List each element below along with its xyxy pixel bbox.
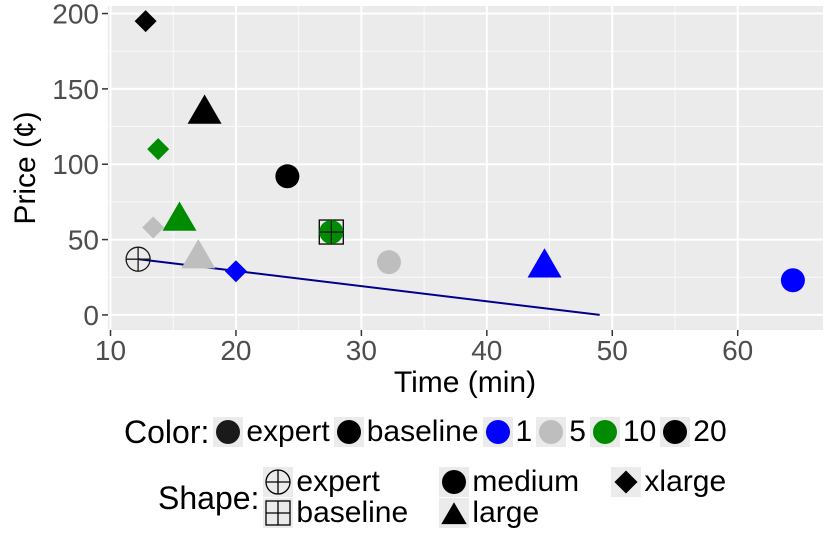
point-baseline-overlay [319, 220, 344, 245]
color-legend-label: 20 [693, 415, 727, 448]
point-5-large [181, 239, 216, 269]
shape-expert-icon [265, 468, 292, 495]
shape-legend-label: medium [472, 464, 580, 498]
x-tick-label: 20 [220, 335, 251, 366]
point-10-large [162, 201, 197, 231]
tick-labels: 10 20 30 40 50 60 0 50 100 150 200 [52, 0, 753, 366]
color-legend-label: 10 [622, 415, 657, 448]
color-swatch-icon [592, 420, 617, 444]
data-points [125, 10, 805, 293]
color-legend-key [482, 417, 513, 447]
point-20-medium [275, 164, 300, 189]
point-10-xlarge [147, 138, 170, 161]
trend-line-segment [137, 258, 600, 316]
color-legend: Color: expert baseline 1 5 10 20 [124, 412, 731, 452]
shape-legend-key [611, 466, 642, 497]
point-5-medium [376, 250, 401, 275]
color-legend-label: expert [246, 415, 330, 448]
shape-medium-icon [442, 469, 467, 494]
color-swatch-icon [216, 420, 241, 444]
shape-legend-label: expert [296, 464, 380, 498]
x-tick-label: 30 [346, 335, 377, 366]
shape-legend-label: xlarge [644, 464, 727, 498]
scatter-chart: 10 20 30 40 50 60 0 50 100 150 200 Time (min) Pric… [9, 0, 823, 399]
point-1-medium [780, 268, 805, 293]
color-legend-key [589, 417, 620, 447]
y-tick-label: 50 [68, 225, 99, 256]
shape-legend-grid: expert medium xlarge baseline large [263, 464, 741, 529]
shape-legend-title: Shape: [158, 479, 260, 516]
shape-legend-entry: xlarge [611, 464, 741, 498]
color-swatch-icon [336, 420, 361, 444]
shape-legend: Shape: expert medium xlarge baseline large [158, 464, 741, 529]
shape-legend-entry: expert [263, 464, 439, 498]
x-tick-label: 40 [471, 335, 502, 366]
x-tick-label: 60 [722, 335, 753, 366]
axis-ticks [102, 12, 739, 336]
color-legend-key [536, 417, 567, 447]
y-tick-label: 0 [83, 300, 99, 331]
shape-legend-entry: baseline [263, 495, 439, 529]
color-swatch-icon [485, 420, 510, 444]
shape-legend-key [439, 466, 470, 497]
color-legend-key [660, 417, 691, 447]
color-swatch-icon [663, 420, 688, 444]
shape-legend-entry: large [439, 495, 611, 529]
color-legend-key [333, 417, 364, 447]
point-1-large [527, 248, 562, 278]
shape-large-icon [441, 501, 468, 524]
shape-legend-key [263, 497, 294, 528]
color-legend-title: Color: [124, 413, 210, 450]
y-tick-label: 150 [52, 74, 99, 105]
x-tick-label: 50 [597, 335, 628, 366]
shape-legend-entry: medium [439, 464, 611, 498]
x-axis-title: Time (min) [394, 366, 536, 399]
color-legend-label: baseline [366, 415, 479, 448]
shape-legend-label: baseline [296, 495, 409, 529]
shape-xlarge-icon [614, 469, 638, 494]
color-legend-key [213, 417, 244, 447]
point-20-xlarge [134, 10, 157, 33]
plot-panel [108, 6, 823, 330]
color-legend-label: 1 [515, 415, 533, 448]
shape-legend-key [439, 497, 470, 528]
y-axis-title: Price (¢) [9, 111, 42, 224]
shape-baseline-icon [265, 499, 292, 526]
shape-legend-label: large [472, 495, 540, 529]
minor-gridlines [108, 6, 823, 330]
point-1-xlarge [224, 260, 247, 283]
major-gridlines [108, 6, 823, 330]
x-tick-label: 10 [95, 335, 126, 366]
y-tick-label: 100 [52, 149, 99, 180]
point-20-large [187, 94, 222, 124]
point-expert-expert [125, 246, 151, 272]
trend-line [137, 258, 600, 316]
color-legend-label: 5 [569, 415, 586, 448]
y-tick-label: 200 [52, 0, 99, 30]
shape-legend-key [263, 466, 294, 497]
point-5-xlarge [142, 216, 165, 239]
color-swatch-icon [539, 420, 564, 444]
